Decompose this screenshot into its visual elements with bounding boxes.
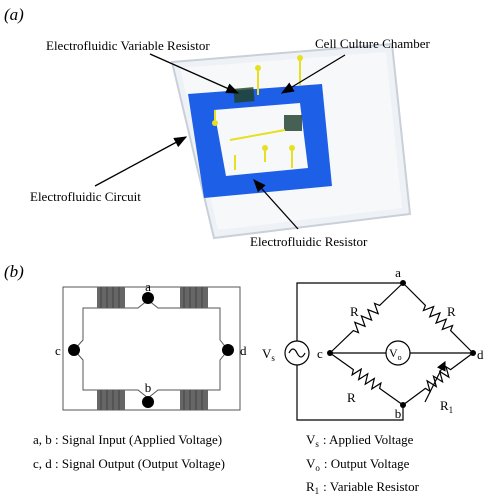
circuit-layout: [63, 287, 240, 410]
legend-text: R1: Variable Resistor: [306, 479, 420, 496]
node-label: a: [395, 265, 401, 280]
figure: (a) Electrofluidic Variable Resistor Cel…: [0, 0, 490, 497]
panel-label: (b): [4, 262, 24, 281]
source-label: Vs: [262, 346, 275, 363]
resistor: [403, 283, 473, 353]
meter-label: Vo: [389, 346, 402, 362]
legend-text: Vo: Output Voltage: [306, 456, 410, 473]
resistor: [330, 353, 403, 405]
node-label: d: [240, 343, 247, 358]
panel-label: (a): [4, 5, 24, 24]
callout: Electrofluidic Variable Resistor: [46, 38, 210, 53]
resistor-label: R: [447, 304, 456, 319]
resistor-label: R: [350, 304, 359, 319]
legend-text: a, b : Signal Input (Applied Voltage): [33, 432, 222, 447]
node-label: a: [145, 279, 151, 294]
resistor-label: R: [347, 390, 356, 405]
node-label: c: [55, 343, 61, 358]
node-label: d: [477, 347, 484, 362]
callout: Electrofluidic Circuit: [30, 189, 141, 204]
node-label: b: [395, 406, 402, 421]
legend-text: Vs: Applied Voltage: [306, 432, 414, 449]
variable-resistor-label: R1: [440, 398, 453, 415]
legend-text: c, d : Signal Output (Output Voltage): [33, 456, 225, 471]
callout: Electrofluidic Resistor: [250, 234, 368, 249]
chip-photo: [172, 44, 410, 238]
node-label: c: [317, 346, 323, 361]
callout: Cell Culture Chamber: [315, 36, 430, 51]
resistor: [403, 353, 473, 405]
node-label: b: [145, 380, 152, 395]
